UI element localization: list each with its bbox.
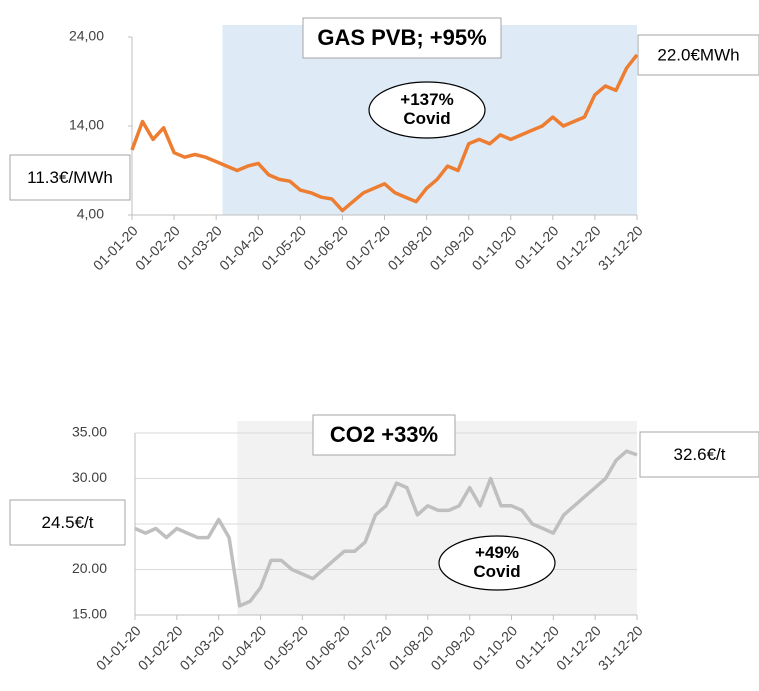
x-tick-label: 01-05-20 (258, 222, 309, 273)
x-tick-label: 01-04-20 (216, 222, 267, 273)
note-text: +137% (400, 90, 453, 109)
y-tick-label: 35.00 (72, 424, 107, 440)
x-tick-label: 01-01-20 (90, 222, 141, 273)
x-tick-label: 01-09-20 (427, 622, 478, 673)
note-text: +49% (475, 543, 519, 562)
x-tick-label: 01-03-20 (176, 622, 227, 673)
x-tick-label: 01-10-20 (469, 622, 520, 673)
y-tick-label: 14,00 (69, 117, 104, 133)
y-tick-label: 24,00 (69, 28, 104, 44)
label-box (9, 499, 126, 546)
label-box (637, 34, 759, 76)
y-tick-label: 20.00 (72, 560, 107, 576)
x-tick-label: 01-04-20 (218, 622, 269, 673)
x-tick-label: 01-10-20 (469, 222, 520, 273)
annotation: CO2 +33% (330, 422, 438, 447)
x-tick-label: 01-01-20 (93, 622, 144, 673)
note-text: Covid (403, 109, 450, 128)
label-box (312, 414, 456, 456)
annotation: 24.5€/t (42, 513, 94, 532)
note-ellipse (438, 535, 556, 591)
x-tick-label: 01-06-20 (302, 622, 353, 673)
x-tick-label: 31-12-20 (595, 222, 646, 273)
y-tick-label: 4,00 (77, 206, 104, 222)
x-tick-label: 01-09-20 (426, 222, 477, 273)
y-tick-label: 30.00 (72, 469, 107, 485)
annotation: 22.0€MWh (657, 45, 739, 64)
x-tick-label: 01-11-20 (511, 222, 561, 272)
x-tick-label: 01-02-20 (132, 222, 183, 273)
x-tick-label: 01-02-20 (135, 622, 186, 673)
x-tick-label: 01-12-20 (553, 622, 604, 673)
x-tick-label: 01-03-20 (174, 222, 225, 273)
label-box (9, 154, 131, 201)
label-box (302, 17, 502, 59)
y-tick-label: 15.00 (72, 606, 107, 622)
x-tick-label: 01-12-20 (553, 222, 604, 273)
x-tick-label: 31-12-20 (595, 622, 646, 673)
annotation: GAS PVB; +95% (317, 25, 486, 50)
x-tick-label: 01-06-20 (300, 222, 351, 273)
annotation: 32.6€/t (674, 445, 726, 464)
x-tick-label: 01-08-20 (384, 222, 435, 273)
note-ellipse (368, 81, 486, 139)
line-series (134, 449, 638, 608)
note-text: Covid (473, 562, 520, 581)
x-tick-label: 01-07-20 (344, 622, 395, 673)
x-tick-label: 01-08-20 (386, 622, 437, 673)
annotation: 11.3€/MWh (27, 168, 113, 187)
label-box (639, 431, 759, 478)
x-tick-label: 01-05-20 (260, 622, 311, 673)
x-tick-label: 01-07-20 (342, 222, 393, 273)
line-series (130, 53, 639, 213)
